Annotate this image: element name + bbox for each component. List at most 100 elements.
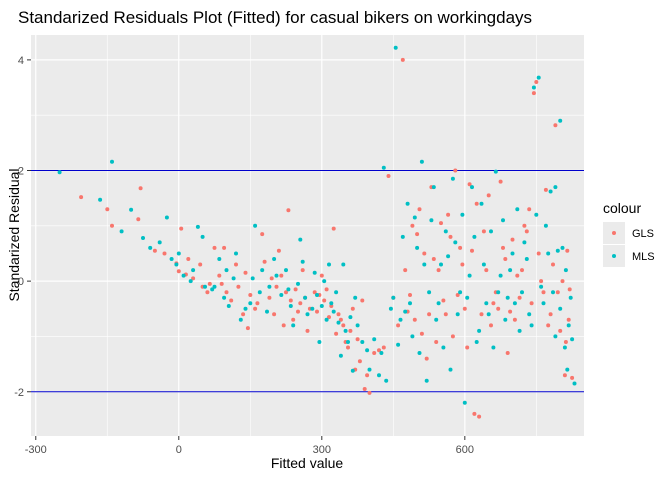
data-point-mls [446, 254, 451, 259]
data-point-mls [393, 45, 398, 50]
data-point-gls [412, 317, 417, 322]
data-point-mls [534, 212, 539, 217]
data-point-mls [400, 234, 405, 239]
data-point-mls [529, 323, 534, 328]
data-point-mls [474, 340, 479, 344]
data-point-mls [427, 290, 432, 295]
data-point-mls [141, 236, 145, 240]
data-point-gls [162, 251, 167, 256]
data-point-mls [467, 273, 472, 278]
data-point-gls [346, 345, 350, 350]
data-point-gls [479, 312, 484, 317]
data-point-gls [360, 298, 365, 303]
data-point-mls [129, 207, 134, 212]
x-tick-label: -300 [25, 444, 47, 456]
data-point-gls [255, 301, 260, 306]
data-point-gls [424, 356, 429, 361]
data-point-gls [286, 208, 291, 213]
x-axis-label: Fitted value [271, 455, 344, 471]
data-point-mls [551, 290, 555, 295]
data-point-mls [203, 284, 207, 289]
data-point-mls [417, 351, 422, 355]
data-point-mls [481, 262, 486, 267]
legend-title: colour [603, 200, 641, 216]
data-point-gls [472, 411, 477, 416]
data-point-mls [419, 159, 424, 164]
data-point-mls [238, 317, 243, 322]
data-point-mls [566, 323, 571, 328]
data-point-mls [486, 312, 491, 317]
data-point-gls [563, 340, 568, 344]
data-point-gls [334, 331, 339, 336]
data-point-mls [441, 345, 446, 350]
data-point-gls [496, 306, 501, 311]
data-point-gls [267, 295, 272, 300]
data-point-gls [367, 390, 372, 395]
data-point-mls [305, 312, 310, 317]
data-point-gls [531, 91, 536, 96]
data-point-gls [503, 257, 508, 261]
data-point-mls [181, 273, 186, 278]
data-point-gls [198, 262, 203, 267]
data-point-mls [272, 257, 277, 261]
data-point-mls [157, 240, 162, 245]
data-point-gls [470, 248, 474, 253]
data-point-mls [384, 378, 389, 383]
data-point-mls [517, 328, 522, 333]
data-point-mls [200, 234, 205, 239]
reference-lines [31, 170, 584, 393]
data-point-mls [388, 306, 393, 311]
data-point-mls [465, 295, 470, 300]
data-point-gls [381, 345, 386, 350]
data-point-mls [496, 290, 501, 295]
data-point-gls [431, 257, 436, 261]
data-point-gls [205, 290, 210, 295]
data-point-mls [174, 262, 179, 267]
chart-title: Standarized Residuals Plot (Fitted) for … [18, 8, 532, 27]
data-point-gls [245, 326, 250, 331]
legend-label: GLS [632, 228, 654, 240]
data-point-gls [443, 312, 448, 317]
data-point-gls [510, 237, 515, 242]
data-point-gls [560, 279, 565, 284]
data-point-mls [195, 224, 200, 229]
data-point-gls [207, 281, 212, 286]
data-point-mls [424, 378, 429, 383]
data-point-mls [322, 279, 327, 284]
data-point-mls [539, 284, 544, 289]
data-point-mls [222, 295, 227, 300]
data-point-mls [472, 234, 477, 239]
data-point-mls [560, 245, 565, 250]
data-point-gls [453, 168, 458, 173]
data-point-gls [269, 276, 274, 281]
data-point-gls [372, 351, 377, 355]
data-point-gls [365, 373, 370, 378]
legend-keys: GLS MLS [603, 222, 655, 267]
data-point-mls [405, 201, 410, 206]
data-point-mls [379, 351, 384, 355]
data-point-mls [498, 273, 503, 278]
data-point-gls [543, 187, 548, 192]
data-point-mls [300, 259, 305, 264]
data-points [57, 45, 577, 419]
data-point-gls [138, 186, 143, 191]
data-point-gls [403, 268, 408, 273]
legend: colour GLS MLS [603, 200, 655, 267]
data-point-gls [484, 268, 489, 273]
y-tick-label: -2 [14, 387, 24, 399]
data-point-mls [508, 268, 513, 273]
data-point-mls [527, 312, 532, 317]
data-point-gls [284, 290, 288, 295]
data-point-mls [176, 251, 181, 256]
data-point-mls [315, 293, 319, 297]
data-point-mls [284, 268, 288, 273]
data-point-mls [338, 353, 343, 358]
data-point-mls [257, 290, 262, 295]
data-point-mls [524, 257, 529, 261]
x-tick-label: 600 [456, 444, 474, 456]
data-point-gls [300, 268, 305, 273]
data-point-mls [541, 301, 546, 306]
data-point-mls [286, 287, 291, 292]
legend-label: MLS [632, 251, 655, 263]
